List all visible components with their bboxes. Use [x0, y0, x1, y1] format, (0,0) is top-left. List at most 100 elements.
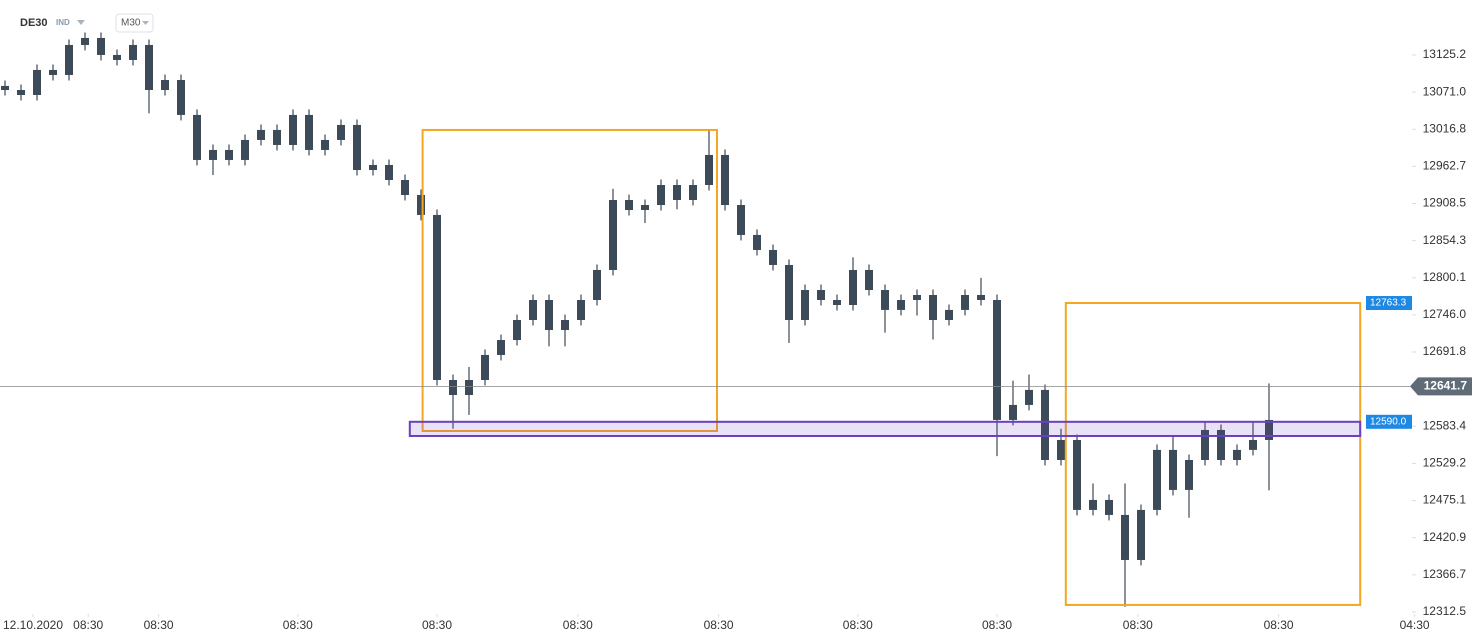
x-tick-label: 12.10.2020	[3, 618, 63, 632]
candle-body	[17, 89, 25, 95]
candle-body	[1233, 449, 1241, 460]
candle-body	[1201, 429, 1209, 460]
candle-body	[657, 184, 665, 206]
candle-body	[945, 309, 953, 321]
x-tick-label: 08:30	[1123, 618, 1153, 632]
candle-body	[49, 69, 57, 75]
y-tick-label: 12854.3	[1423, 233, 1467, 247]
candle-body	[241, 139, 249, 160]
x-tick-label: 08:30	[704, 618, 734, 632]
support-band	[408, 420, 1362, 437]
candle-body	[721, 154, 729, 206]
candle-body	[209, 149, 217, 160]
candle-body	[193, 114, 201, 160]
last-price-label: 12641.7	[1424, 379, 1468, 393]
candle-body	[753, 234, 761, 250]
candle-body	[465, 379, 473, 396]
dropdown-arrow	[142, 21, 149, 25]
x-tick-label: 08:30	[982, 618, 1012, 632]
candle-body	[113, 54, 121, 60]
y-tick-label: 12691.8	[1423, 344, 1467, 358]
y-tick-label: 13071.0	[1423, 84, 1467, 98]
candle-body	[1153, 449, 1161, 510]
candle-body	[641, 205, 649, 211]
candle-body	[545, 300, 553, 331]
candle-body	[337, 124, 345, 140]
y-tick-label: 12583.4	[1423, 418, 1467, 432]
y-tick-label: 12962.7	[1423, 159, 1467, 173]
y-tick-label: 12800.1	[1423, 270, 1467, 284]
y-tick-label: 12312.5	[1423, 604, 1467, 618]
x-tick-label: 08:30	[283, 618, 313, 632]
interval-button[interactable]	[115, 13, 154, 33]
last-price-tag	[1410, 377, 1472, 396]
candle-body	[177, 79, 185, 115]
candle-body	[769, 249, 777, 265]
candle-body	[833, 300, 841, 306]
candle-body	[961, 294, 969, 310]
candle-body	[785, 264, 793, 321]
candle-body	[161, 79, 169, 90]
dropdown-arrow[interactable]	[77, 20, 85, 25]
candle-body	[401, 179, 409, 195]
candle-body	[1, 85, 9, 90]
candle-body	[513, 320, 521, 341]
y-tick-label: 12908.5	[1423, 196, 1467, 210]
candle-body	[817, 289, 825, 301]
candle-body	[609, 200, 617, 270]
candle-body	[1057, 439, 1065, 460]
y-tick-label: 12420.9	[1423, 530, 1467, 544]
interval: M30	[121, 18, 141, 29]
x-tick-label: 08:30	[73, 618, 103, 632]
price-tag-label: 12590.0	[1370, 416, 1407, 427]
candle-body	[977, 294, 985, 301]
candle-body	[449, 379, 457, 396]
candle-body	[97, 37, 105, 55]
candle-body	[1105, 499, 1113, 515]
candle-body	[65, 44, 73, 75]
candle-body	[625, 200, 633, 211]
candle-body	[81, 37, 89, 45]
candle-body	[289, 114, 297, 145]
candle-body	[881, 289, 889, 310]
candle-body	[849, 269, 857, 306]
candle-body	[273, 129, 281, 145]
x-tick-label: 04:30	[1400, 618, 1430, 632]
candle-body	[225, 149, 233, 160]
y-tick-label: 12746.0	[1423, 307, 1467, 321]
x-tick-label: 08:30	[563, 618, 593, 632]
candle-body	[305, 114, 313, 150]
candle-body	[1073, 439, 1081, 510]
candle-body	[929, 294, 937, 321]
candle-body	[1217, 429, 1225, 460]
candle-body	[257, 129, 265, 140]
y-tick-label: 13016.8	[1423, 121, 1467, 135]
candle-body	[897, 300, 905, 310]
candle-body	[1025, 389, 1033, 405]
candle-body	[1185, 459, 1193, 490]
candle-body	[913, 294, 921, 301]
candle-body	[433, 214, 441, 380]
candle-body	[561, 320, 569, 331]
x-tick-label: 08:30	[1264, 618, 1294, 632]
x-tick-label: 08:30	[843, 618, 873, 632]
candle-body	[1169, 449, 1177, 490]
candle-body	[417, 194, 425, 215]
candle-body	[801, 289, 809, 321]
y-tick-label: 12475.1	[1423, 493, 1467, 507]
candle-body	[737, 205, 745, 235]
candle-body	[865, 269, 873, 290]
candle-body	[1009, 404, 1017, 420]
candle-body	[33, 69, 41, 95]
candle-body	[481, 354, 489, 380]
candle-body	[1121, 514, 1129, 560]
candle-body	[1089, 499, 1097, 510]
zone-box	[421, 128, 718, 432]
candle-body	[577, 300, 585, 321]
candle-body	[497, 340, 505, 355]
candle-body	[705, 154, 713, 185]
candle-body	[993, 300, 1001, 420]
candle-body	[385, 164, 393, 180]
y-tick-label: 12366.7	[1423, 567, 1467, 581]
candle-body	[321, 139, 329, 150]
